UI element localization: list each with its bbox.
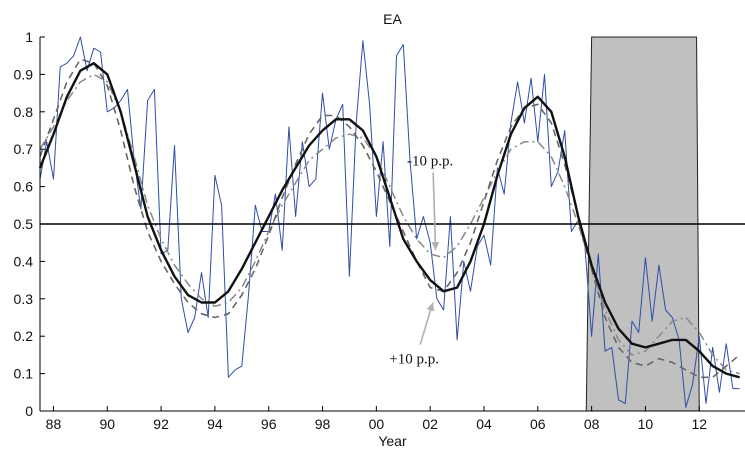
x-tick-label: 06 [530, 416, 546, 432]
tick-marks [40, 36, 700, 412]
y-tick-label: 0.5 [14, 216, 34, 232]
x-tick-label: 02 [422, 416, 438, 432]
x-tick-label: 96 [261, 416, 277, 432]
tick-labels: 88 90 92 94 96 98 00 02 04 06 08 10 12 0 0.1 0.2 0.3 0.4 0… [14, 29, 708, 432]
x-tick-label: 08 [584, 416, 600, 432]
x-tick-label: 04 [476, 416, 492, 432]
annotation-minus-10: -10 p.p. [407, 153, 453, 169]
x-tick-label: 10 [638, 416, 654, 432]
y-tick-label: 0.1 [14, 366, 34, 382]
y-tick-label: 0.4 [14, 253, 34, 269]
chart-title: EA [383, 11, 402, 27]
x-tick-label: 90 [99, 416, 115, 432]
y-tick-label: 0.3 [14, 291, 34, 307]
x-tick-label: 88 [46, 416, 62, 432]
y-tick-label: 0.8 [14, 104, 34, 120]
x-tick-label: 98 [315, 416, 331, 432]
series-lines [38, 36, 741, 408]
arrow-minus-10 [432, 172, 437, 251]
y-tick-label: 0 [25, 403, 33, 419]
y-tick-label: 0.2 [14, 328, 34, 344]
x-tick-label: 00 [369, 416, 385, 432]
x-tick-label: 92 [153, 416, 169, 432]
annotations: -10 p.p. +10 p.p. [389, 153, 453, 367]
y-tick-label: 0.9 [14, 66, 34, 82]
y-tick-label: 1 [25, 29, 33, 45]
x-tick-label: 12 [691, 416, 707, 432]
x-axis-label: Year [378, 433, 407, 449]
y-tick-label: 0.6 [14, 179, 34, 195]
y-tick-label: 0.7 [14, 141, 34, 157]
arrow-plus-10-head [426, 302, 435, 312]
series-line-dashdot [39, 73, 740, 375]
x-tick-label: 94 [207, 416, 223, 432]
series-line-smooth [38, 62, 740, 379]
annotation-plus-10: +10 p.p. [389, 352, 439, 368]
arrow-minus-10-head [431, 241, 440, 251]
series-line-noisy [39, 36, 740, 408]
